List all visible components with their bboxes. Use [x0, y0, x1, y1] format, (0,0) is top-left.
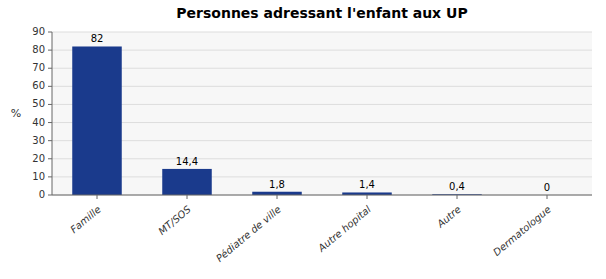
- y-tick-label: 20: [32, 153, 45, 164]
- y-tick: [48, 68, 52, 69]
- y-tick: [48, 86, 52, 87]
- grid-line: [52, 195, 592, 196]
- bars: [72, 46, 482, 195]
- y-axis-label: %: [11, 107, 21, 120]
- y-tick-label: 10: [32, 171, 45, 182]
- bar: [72, 46, 122, 195]
- y-axis-line: [52, 32, 53, 195]
- x-tick: [457, 195, 458, 199]
- y-tick-label: 40: [32, 117, 45, 128]
- y-tick: [48, 158, 52, 159]
- x-axis: Famille MT/SOS Pédiatre de ville Autre hopi…: [68, 195, 553, 264]
- x-axis-line: [52, 195, 592, 196]
- data-label: 1,8: [269, 179, 285, 190]
- chart-container: 0 10 20 30 40 50 60 70 80 90 82 14,4 1,8 1,4 0,4 0 Famil…: [0, 0, 606, 279]
- bar: [162, 169, 212, 195]
- grid-line: [52, 32, 592, 33]
- chart: 0 10 20 30 40 50 60 70 80 90 82 14,4 1,8 1,4 0,4 0 Famil…: [0, 0, 606, 279]
- x-tick: [367, 195, 368, 199]
- y-tick: [48, 176, 52, 177]
- grid-line: [52, 158, 592, 159]
- data-label: 0: [544, 182, 550, 193]
- y-tick: [48, 195, 52, 196]
- y-tick-label: 70: [32, 62, 45, 73]
- x-tick: [547, 195, 548, 199]
- x-tick-label: Pédiatre de ville: [214, 204, 283, 264]
- y-tick-label: 50: [32, 98, 45, 109]
- title: Personnes adressant l'enfant aux UP: [176, 5, 467, 21]
- grid-line: [52, 86, 592, 87]
- x-tick-label: Dermatologue: [491, 204, 553, 258]
- y-tick-label: 80: [32, 44, 45, 55]
- y-tick-label: 30: [32, 135, 45, 146]
- x-tick-label: Autre: [434, 204, 463, 231]
- data-labels: 82 14,4 1,8 1,4 0,4 0: [91, 33, 551, 193]
- grid-line: [52, 122, 592, 123]
- grid-line: [52, 176, 592, 177]
- y-tick: [48, 50, 52, 51]
- y-tick: [48, 122, 52, 123]
- y-tick: [48, 104, 52, 105]
- y-tick: [48, 140, 52, 141]
- grid-line: [52, 50, 592, 51]
- x-tick: [187, 195, 188, 199]
- y-axis: 0 10 20 30 40 50 60 70 80 90: [32, 26, 592, 200]
- x-tick-label: Famille: [68, 204, 103, 236]
- y-tick-label: 90: [32, 26, 45, 37]
- data-label: 14,4: [176, 156, 198, 167]
- data-label: 0,4: [449, 181, 465, 192]
- y-tick: [48, 32, 52, 33]
- x-tick-label: Autre hopital: [315, 203, 373, 254]
- y-tick-label: 0: [39, 189, 45, 200]
- x-tick-label: MT/SOS: [156, 203, 193, 237]
- x-tick: [97, 195, 98, 199]
- grid-line: [52, 104, 592, 105]
- data-label: 1,4: [359, 179, 375, 190]
- data-label: 82: [91, 33, 104, 44]
- grid-line: [52, 68, 592, 69]
- y-tick-label: 60: [32, 80, 45, 91]
- x-tick: [277, 195, 278, 199]
- plot-background: [52, 32, 592, 195]
- grid-line: [52, 140, 592, 141]
